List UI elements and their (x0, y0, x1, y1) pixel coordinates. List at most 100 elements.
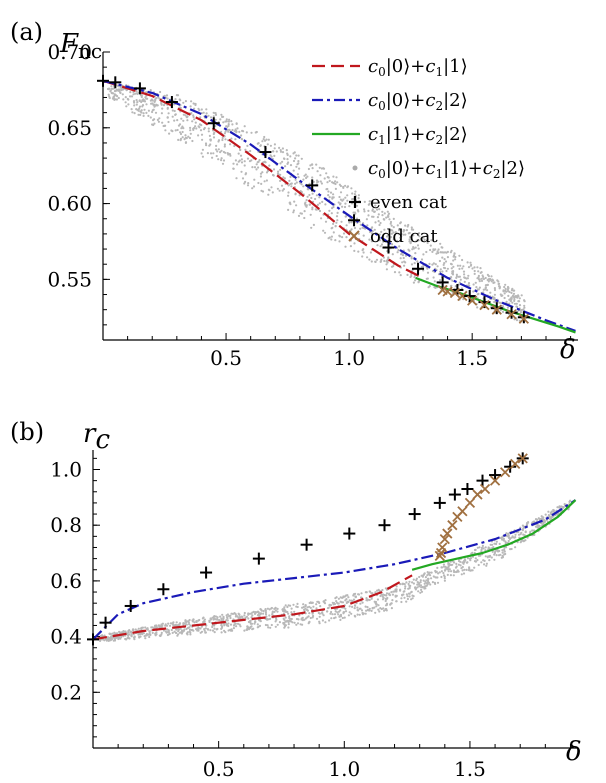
scatter-dot (348, 605, 351, 608)
scatter-dot (476, 306, 479, 309)
scatter-dot (499, 309, 502, 312)
scatter-dot (373, 210, 376, 213)
scatter-dot (108, 632, 112, 635)
scatter-dot (532, 520, 535, 523)
scatter-dot (207, 114, 210, 117)
even-cat-marker (490, 302, 503, 315)
scatter-dot (384, 599, 387, 603)
scatter-dot (124, 638, 127, 641)
scatter-dot (479, 267, 482, 270)
scatter-dot (408, 249, 411, 252)
scatter-dot (337, 602, 340, 605)
scatter-dot (214, 112, 217, 115)
scatter-dot (238, 623, 241, 626)
scatter-dot (184, 620, 187, 623)
scatter-dot (250, 625, 253, 628)
scatter-dot (221, 162, 225, 165)
scatter-dot (207, 127, 210, 130)
scatter-dot (488, 554, 492, 557)
scatter-dot (188, 136, 191, 140)
scatter-dot (209, 617, 212, 620)
scatter-dot (224, 138, 227, 141)
scatter-dot (343, 616, 346, 619)
scatter-dot (281, 608, 285, 611)
scatter-dot (370, 200, 373, 204)
scatter-dot (287, 208, 290, 211)
scatter-dot (185, 116, 189, 119)
scatter-dot (243, 611, 246, 615)
scatter-dot (252, 185, 256, 188)
scatter-dot (319, 605, 322, 608)
scatter-dot (144, 96, 147, 99)
scatter-dot (385, 592, 389, 595)
scatter-dot (119, 91, 122, 95)
scatter-dot (493, 288, 497, 292)
scatter-dot (404, 585, 407, 588)
scatter-dot (184, 141, 187, 144)
scatter-dot (417, 247, 420, 250)
scatter-dot (176, 634, 179, 637)
scatter-dot (412, 246, 415, 249)
scatter-dot (417, 239, 420, 242)
scatter-dot (426, 574, 429, 577)
scatter-dot (549, 518, 552, 521)
scatter-dot (434, 263, 437, 266)
scatter-dot (315, 208, 318, 211)
scatter-dot (156, 118, 159, 121)
scatter-dot (309, 606, 312, 610)
scatter-dot (419, 579, 422, 582)
scatter-dot (413, 262, 416, 265)
scatter-dot (302, 178, 305, 181)
scatter-dot (455, 562, 458, 566)
scatter-dot (361, 249, 364, 252)
scatter-dot (359, 607, 362, 610)
scatter-dot (450, 284, 453, 287)
scatter-dot (480, 550, 483, 553)
odd-cat-marker (434, 550, 445, 561)
scatter-dot (334, 224, 337, 228)
scatter-dot (209, 152, 213, 155)
scatter-dot (498, 301, 501, 304)
odd-cat-marker (506, 309, 517, 320)
scatter-dot (174, 129, 177, 132)
scatter-dot (388, 594, 392, 597)
scatter-dot (221, 115, 224, 118)
scatter-dot (371, 209, 374, 212)
scatter-dot (204, 142, 208, 145)
scatter-dot (266, 624, 269, 627)
scatter-dot (195, 127, 198, 130)
scatter-dot (111, 632, 114, 635)
scatter-dot (463, 276, 466, 279)
scatter-dot (473, 272, 476, 275)
scatter-dot (325, 172, 328, 175)
scatter-dot (311, 616, 314, 619)
scatter-dot (451, 563, 454, 566)
scatter-dot (126, 97, 129, 101)
scatter-dot (231, 123, 234, 126)
scatter-dot (179, 131, 182, 134)
scatter-dot (169, 622, 172, 625)
odd-cat-marker (517, 453, 528, 464)
scatter-dot (140, 94, 143, 97)
scatter-dot (223, 132, 226, 135)
scatter-dot (178, 98, 181, 101)
scatter-dot (344, 610, 348, 613)
scatter-dot (191, 120, 194, 123)
scatter-dot (274, 606, 277, 610)
scatter-dot (113, 90, 117, 93)
scatter-dot (472, 283, 475, 286)
scatter-dot (309, 213, 312, 216)
scatter-dot (415, 579, 418, 582)
odd-cat-marker (439, 533, 450, 545)
scatter-dot (390, 232, 393, 235)
scatter-dot (353, 604, 357, 607)
scatter-dot (369, 590, 372, 593)
even-cat-marker (157, 583, 170, 596)
scatter-dot (303, 210, 306, 213)
scatter-dot (409, 275, 412, 279)
scatter-dot (472, 290, 475, 293)
scatter-dot (378, 236, 381, 239)
scatter-dot (426, 271, 430, 274)
scatter-dot (201, 148, 204, 151)
scatter-dot (481, 544, 484, 548)
